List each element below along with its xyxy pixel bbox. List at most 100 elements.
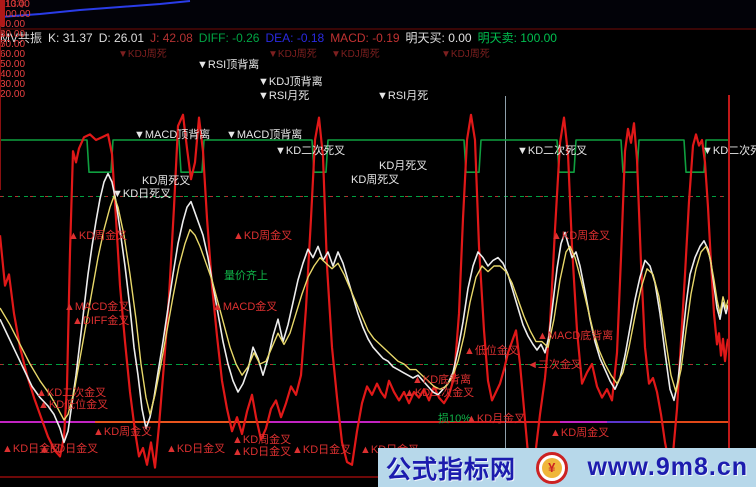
logo-glyph: ¥ bbox=[541, 457, 562, 478]
annotation-label: ▲低位金叉 bbox=[464, 345, 519, 357]
annotation-label: ▲KD二次金叉 bbox=[36, 387, 107, 399]
x-axis-tick bbox=[0, 134, 1, 138]
x-axis-tick bbox=[0, 42, 1, 46]
crosshair-vline[interactable] bbox=[505, 96, 506, 456]
annotation-label: ▼MACD顶背离 bbox=[226, 129, 303, 141]
upper-pane-fragment bbox=[0, 0, 756, 28]
x-axis-tick bbox=[0, 186, 1, 190]
y-axis-label: 90.00 bbox=[0, 19, 26, 30]
y-axis-label: 70.00 bbox=[0, 39, 26, 50]
annotation-label: ▲KD周金叉 bbox=[68, 230, 128, 242]
x-axis-tick bbox=[0, 182, 1, 186]
annotation-label: ▲MACD金叉 bbox=[64, 301, 130, 313]
annotation-label: KD周死叉 bbox=[351, 174, 400, 186]
annotation-label: ▼KDJ周死 bbox=[268, 49, 317, 60]
annotation-label: ▼KDJ周死 bbox=[118, 49, 167, 60]
y-axis-label: 80.00 bbox=[0, 29, 26, 40]
annotation-label: 量价齐上 bbox=[224, 270, 268, 282]
annotation-label: ▼KDJ顶背离 bbox=[258, 76, 323, 88]
y-axis-label: 30.00 bbox=[0, 79, 26, 90]
x-axis-tick bbox=[0, 138, 1, 142]
x-axis-tick bbox=[0, 154, 1, 158]
y-axis-tick bbox=[0, 3, 5, 4]
y-axis-tick bbox=[0, 20, 5, 21]
annotation-label: KD周死叉 bbox=[142, 175, 191, 187]
indicator-name[interactable]: MV共振 bbox=[0, 31, 43, 45]
x-axis-tick bbox=[0, 38, 1, 42]
annotation-label: ▲KD月金叉 bbox=[466, 413, 526, 425]
y-axis-tick bbox=[0, 19, 5, 20]
y-axis-label: 50.00 bbox=[0, 59, 26, 70]
titlebar-field: 明天买: 0.00 bbox=[405, 31, 472, 45]
annotation-label: ▲KD日金叉 bbox=[166, 443, 226, 455]
y-axis-label: 40.00 bbox=[0, 69, 26, 80]
y-axis-tick bbox=[0, 2, 5, 3]
x-axis-tick bbox=[0, 174, 1, 178]
x-axis-tick bbox=[0, 34, 1, 38]
x-axis-tick bbox=[0, 46, 1, 50]
annotation-label: ▲KD日金叉 bbox=[2, 443, 62, 455]
y-axis-tick bbox=[0, 4, 5, 5]
annotation-label: ▲KD周金叉 bbox=[233, 230, 293, 242]
y-axis-tick bbox=[0, 0, 5, 1]
y-axis-tick bbox=[0, 11, 5, 12]
x-axis-tick bbox=[0, 114, 1, 118]
x-axis-tick bbox=[0, 62, 1, 66]
x-axis-tick bbox=[0, 146, 1, 150]
y-axis-label: 110.00 bbox=[0, 0, 30, 10]
x-axis-tick bbox=[0, 106, 1, 110]
annotation-label: ▼RSI月死 bbox=[258, 90, 310, 102]
annotation-label: ◄二次金叉 bbox=[527, 359, 582, 371]
annotation-label: ▼RSI顶背离 bbox=[197, 59, 260, 71]
x-axis-tick bbox=[0, 110, 1, 114]
annotation-label: ▼MACD顶背离 bbox=[134, 129, 211, 141]
y-axis-tick bbox=[0, 8, 5, 9]
watermark-url: www.9m8.cn bbox=[587, 453, 748, 481]
watermark-site-name: 公式指标网 bbox=[386, 455, 517, 484]
K-line-series bbox=[0, 172, 729, 444]
x-axis-tick bbox=[0, 162, 1, 166]
x-axis-tick bbox=[0, 150, 1, 154]
y-axis-label: 60.00 bbox=[0, 49, 26, 60]
baseline-segment bbox=[95, 421, 270, 423]
y-axis-tick bbox=[0, 18, 5, 19]
x-axis-tick bbox=[0, 58, 1, 62]
annotation-label: ▼KD二次死叉 bbox=[275, 145, 346, 157]
x-axis-tick bbox=[0, 130, 1, 134]
x-axis-tick bbox=[0, 90, 1, 94]
titlebar-field: DIFF: -0.26 bbox=[198, 31, 260, 45]
annotation-label: ▲DIFF金叉 bbox=[72, 315, 130, 327]
annotation-label: ▲KD周金叉 bbox=[232, 434, 292, 446]
annotation-label: ▲KD日金叉 bbox=[39, 443, 99, 455]
x-axis-tick bbox=[0, 78, 1, 82]
indicator-titlebar: MV共振 K: 31.37 D: 26.01 J: 42.08 DIFF: -0.26 D… bbox=[0, 31, 756, 46]
x-axis-tick bbox=[0, 74, 1, 78]
titlebar-field: DEA: -0.18 bbox=[265, 31, 325, 45]
annotation-label: ▲MACD底背离 bbox=[537, 330, 614, 342]
baseline-segment bbox=[650, 421, 728, 423]
x-axis-label: 013年 bbox=[0, 0, 27, 10]
x-axis-line bbox=[0, 476, 730, 478]
titlebar-field: J: 42.08 bbox=[150, 31, 193, 45]
x-axis-tick bbox=[0, 142, 1, 146]
x-axis-tick bbox=[0, 178, 1, 182]
x-axis-tick bbox=[0, 86, 1, 90]
y-axis-tick bbox=[0, 7, 5, 8]
axis-ticks bbox=[0, 0, 5, 190]
x-axis-label: 4 bbox=[0, 29, 6, 40]
annotation-label: ▲KD周金叉 bbox=[551, 230, 611, 242]
annotation-label: ▲KD底背离 bbox=[412, 374, 472, 386]
annotation-label: 损10% bbox=[438, 413, 472, 425]
indicator-values: K: 31.37 D: 26.01 J: 42.08 DIFF: -0.26 DEA: … bbox=[48, 31, 563, 45]
y-axis-label: 20.00 bbox=[0, 89, 26, 100]
watermark-banner: 公式指标网 ¥ www.9m8.cn bbox=[378, 448, 756, 487]
annotation-label: ▼KDJ周死 bbox=[441, 49, 490, 60]
y-axis-tick bbox=[0, 10, 5, 11]
x-axis-tick bbox=[0, 122, 1, 126]
y-axis-tick bbox=[0, 16, 5, 17]
x-axis-label: 5 bbox=[0, 39, 6, 50]
overbought-line-80 bbox=[0, 196, 728, 197]
x-axis-tick bbox=[0, 54, 1, 58]
